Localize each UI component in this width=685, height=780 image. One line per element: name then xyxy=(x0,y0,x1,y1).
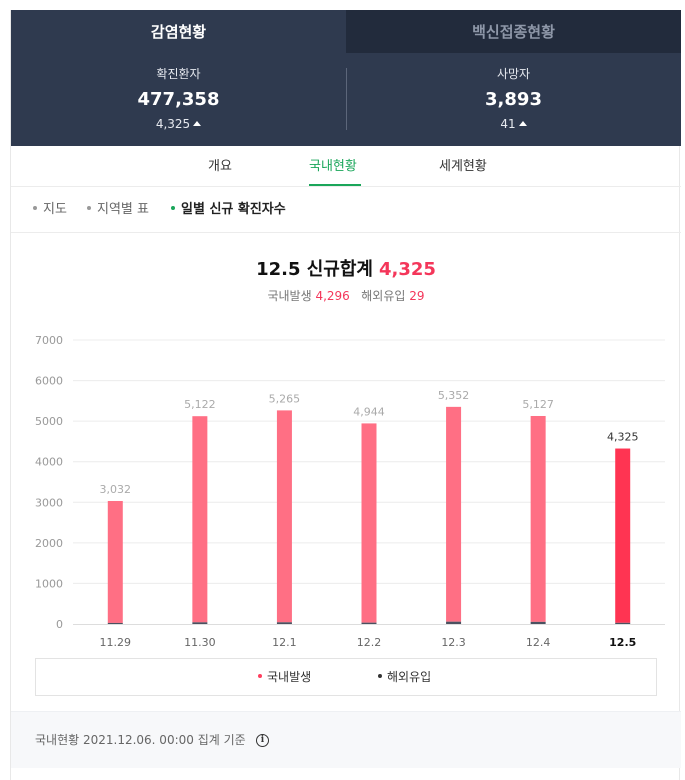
bar-domestic xyxy=(615,448,631,623)
x-tick-label: 12.1 xyxy=(272,636,297,649)
summary-title-text: 12.5 신규합계 xyxy=(256,259,373,280)
filter-region-table[interactable]: 지역별 표 xyxy=(87,187,149,233)
y-tick-label: 2000 xyxy=(35,537,63,550)
footer: 국내현황 2021.12.06. 00:00 집계 기준 i xyxy=(11,711,681,768)
bar-overseas xyxy=(615,622,631,624)
tab-overview[interactable]: 개요 xyxy=(208,159,232,174)
domestic-value: 4,296 xyxy=(315,289,350,303)
bar-value-label: 3,032 xyxy=(100,483,132,496)
y-tick-label: 0 xyxy=(56,618,63,631)
tab-infection-status[interactable]: 감염현황 xyxy=(11,10,346,53)
bar-value-label: 5,122 xyxy=(184,398,216,411)
footer-timestamp: 국내현황 2021.12.06. 00:00 집계 기준 xyxy=(35,733,246,747)
up-triangle-icon xyxy=(193,121,202,126)
y-tick-label: 1000 xyxy=(35,577,63,590)
daily-cases-bar-chart: 0 1000 2000 3000 4000 5000 6000 7000 3,032 11.29 5… xyxy=(35,334,665,649)
x-tick-label: 12.2 xyxy=(357,636,382,649)
sub-tabs: 개요 국내현황 세계현황 xyxy=(11,146,681,187)
bullet-icon xyxy=(171,206,175,210)
deaths-delta: 41 xyxy=(346,116,681,132)
confirmed-delta-value: 4,325 xyxy=(155,117,191,131)
domestic-label: 국내발생 xyxy=(267,289,312,303)
legend-dot-overseas xyxy=(378,674,382,678)
bar-overseas xyxy=(107,622,123,624)
bullet-icon xyxy=(87,206,91,210)
x-tick-label: 11.30 xyxy=(184,636,216,649)
confirmed-delta: 4,325 xyxy=(11,116,346,132)
tab-domestic[interactable]: 국내현황 xyxy=(309,159,357,174)
y-tick-label: 3000 xyxy=(35,496,63,509)
bar-domestic xyxy=(446,406,462,622)
filter-map[interactable]: 지도 xyxy=(33,187,67,233)
tab-vaccination-status[interactable]: 백신접종현황 xyxy=(346,10,681,53)
view-filters: 지도 지역별 표 일별 신규 확진자수 xyxy=(11,187,681,233)
x-tick-label: 11.29 xyxy=(100,636,132,649)
x-tick-label: 12.4 xyxy=(526,636,551,649)
bar-domestic xyxy=(276,410,292,623)
y-tick-label: 4000 xyxy=(35,456,63,469)
summary-breakdown: 국내발생 4,296 해외유입 29 xyxy=(11,288,681,304)
deaths-stat: 사망자 3,893 41 xyxy=(346,66,681,132)
legend-item-domestic: 국내발생 xyxy=(258,659,311,695)
stat-divider xyxy=(346,68,347,130)
deaths-value: 3,893 xyxy=(485,89,542,110)
filter-daily-new-cases-label: 일별 신규 확진자수 xyxy=(181,202,286,217)
up-triangle-icon xyxy=(518,121,527,126)
daily-summary: 12.5 신규합계 4,325 국내발생 4,296 해외유입 29 xyxy=(11,256,681,304)
status-header: 감염현황 백신접종현황 확진환자 477,358 4,325 사망자 3,893… xyxy=(11,10,681,146)
chart-legend: 국내발생 해외유입 xyxy=(35,658,657,696)
overseas-label: 해외유입 xyxy=(361,289,406,303)
deaths-label: 사망자 xyxy=(496,67,531,81)
legend-label-domestic: 국내발생 xyxy=(267,670,312,684)
y-tick-label: 7000 xyxy=(35,334,63,347)
y-tick-label: 5000 xyxy=(35,415,63,428)
filter-region-table-label: 지역별 표 xyxy=(97,202,149,217)
bar-value-label: 4,944 xyxy=(353,405,385,418)
x-tick-label: 12.5 xyxy=(609,636,636,649)
confirmed-value: 477,358 xyxy=(137,89,220,110)
bar-overseas xyxy=(446,621,462,624)
info-icon[interactable]: i xyxy=(256,734,269,747)
summary-total: 4,325 xyxy=(378,259,436,280)
bar-domestic xyxy=(361,423,377,623)
bar-value-label: 5,127 xyxy=(522,398,554,411)
covid-status-panel: 감염현황 백신접종현황 확진환자 477,358 4,325 사망자 3,893… xyxy=(10,10,681,780)
bar-overseas xyxy=(276,622,292,624)
bar-value-label: 5,352 xyxy=(438,389,470,402)
filter-map-label: 지도 xyxy=(43,202,67,217)
tab-world[interactable]: 세계현황 xyxy=(439,159,487,174)
bar-domestic xyxy=(192,416,208,623)
confirmed-label: 확진환자 xyxy=(156,67,201,81)
y-tick-label: 6000 xyxy=(35,375,63,388)
overseas-value: 29 xyxy=(409,289,425,303)
bar-domestic xyxy=(530,415,546,622)
legend-label-overseas: 해외유입 xyxy=(387,670,432,684)
bar-overseas xyxy=(361,622,377,624)
bar-value-label: 5,265 xyxy=(269,392,301,405)
bar-domestic xyxy=(107,500,123,623)
bar-overseas xyxy=(530,621,546,624)
filter-daily-new-cases[interactable]: 일별 신규 확진자수 xyxy=(171,187,286,233)
deaths-delta-value: 41 xyxy=(500,117,516,131)
confirmed-stat: 확진환자 477,358 4,325 xyxy=(11,66,346,132)
active-tab-underline xyxy=(309,184,361,186)
bullet-icon xyxy=(33,206,37,210)
x-tick-label: 12.3 xyxy=(441,636,466,649)
bar-value-label: 4,325 xyxy=(607,431,639,444)
bar-overseas xyxy=(192,622,208,624)
legend-dot-domestic xyxy=(258,674,262,678)
legend-item-overseas: 해외유입 xyxy=(378,659,431,695)
summary-title: 12.5 신규합계 4,325 xyxy=(11,256,681,284)
